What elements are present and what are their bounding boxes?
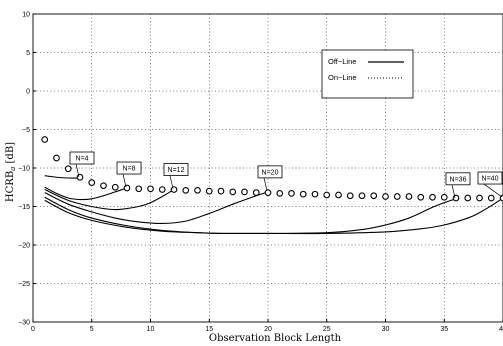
online-marker — [323, 191, 331, 199]
online-marker — [123, 184, 131, 192]
x-tick-label: 15 — [205, 326, 213, 333]
y-axis-label: HCRBa [dB] — [5, 142, 17, 202]
online-marker — [299, 190, 307, 198]
annotation-pointer — [451, 184, 456, 198]
online-marker — [205, 187, 213, 195]
y-tick-label: 5 — [26, 50, 30, 57]
online-marker — [440, 193, 448, 201]
online-marker — [487, 194, 495, 202]
online-marker — [241, 188, 248, 196]
annotation-label-n-12: N=12 — [168, 167, 185, 174]
y-tick-label: 0 — [26, 89, 30, 96]
legend-label-offline: Off−Line — [328, 57, 356, 66]
online-marker — [452, 194, 460, 202]
legend-label-online: On−Line — [328, 73, 357, 82]
annotation-label-n-36: N=36 — [450, 176, 467, 183]
online-marker — [76, 173, 84, 181]
annotation-box — [257, 165, 283, 179]
online-marker — [217, 187, 225, 195]
y-tick-label: −20 — [18, 243, 30, 250]
online-marker — [53, 154, 60, 162]
plot-series — [41, 136, 503, 235]
y-tick-label: −15 — [18, 204, 30, 211]
annotation-pointer — [75, 163, 80, 178]
x-tick-label: 20 — [264, 326, 272, 333]
online-marker — [276, 190, 284, 197]
online-marker — [64, 165, 72, 173]
y-tick-label: −25 — [18, 281, 30, 288]
offline-curve — [44, 189, 175, 211]
annotation-box — [116, 161, 142, 175]
online-marker — [100, 182, 107, 190]
annotation-box — [163, 163, 189, 176]
x-tick-label: 25 — [323, 326, 331, 333]
online-marker — [88, 179, 96, 186]
online-marker — [264, 189, 272, 196]
online-marker — [135, 185, 143, 193]
online-marker — [111, 183, 119, 191]
x-tick-label: 5 — [90, 326, 94, 333]
annotation-label-n-40: N=40 — [482, 176, 499, 183]
annotation-box — [477, 171, 503, 185]
online-marker — [182, 186, 190, 194]
online-marker — [229, 188, 237, 196]
offline-curve — [44, 186, 128, 201]
annotation-label-n-4: N=4 — [75, 156, 88, 163]
legend-box — [321, 49, 414, 99]
annotation-pointer — [483, 183, 503, 198]
y-tick-label: −10 — [18, 166, 30, 173]
annotations: N=4 N=8 N=12 N=20 N=36 N=40 — [69, 151, 503, 198]
online-marker — [464, 194, 472, 202]
x-tick-label: 40 — [499, 326, 503, 333]
x-tick-label: 30 — [382, 326, 390, 333]
online-marker — [147, 185, 154, 193]
y-axis-label-subscript: a — [9, 167, 17, 171]
online-marker — [382, 193, 389, 200]
offline-curve — [44, 197, 503, 235]
online-marker — [393, 193, 401, 200]
online-marker — [170, 186, 178, 193]
annotation-pointer — [122, 173, 127, 188]
legend: Off−Line On−Line — [321, 49, 414, 99]
online-marker — [476, 194, 483, 202]
online-marker — [429, 193, 436, 201]
offline-curve — [44, 175, 81, 179]
y-axis-label-unit: [dB] — [5, 142, 16, 167]
online-marker — [252, 189, 260, 196]
x-tick-label: 10 — [147, 326, 155, 333]
online-marker — [41, 136, 49, 143]
x-axis-label: Observation Block Length — [209, 333, 342, 344]
online-marker — [370, 192, 378, 200]
annotation-label-n-8: N=8 — [122, 166, 135, 173]
online-marker — [405, 193, 413, 200]
online-marker — [158, 186, 166, 193]
axes: 0 5 10 15 20 25 30 35 40 10 5 0 −5 −10 −15 −20 −25 −30 — [18, 12, 503, 333]
y-tick-label: −5 — [22, 127, 30, 134]
offline-curve — [44, 191, 269, 224]
online-marker — [335, 191, 342, 199]
annotation-box — [445, 172, 471, 186]
annotation-pointer — [169, 175, 174, 189]
online-marker — [194, 186, 201, 194]
y-axis-label-main: HCRB — [5, 171, 16, 202]
online-marker — [358, 192, 366, 200]
annotation-pointer — [263, 177, 268, 191]
online-marker — [288, 190, 295, 197]
online-marker — [346, 192, 354, 200]
y-tick-label: −30 — [18, 320, 30, 327]
online-marker — [417, 193, 425, 201]
y-tick-label: 10 — [22, 12, 30, 19]
online-marker — [311, 190, 319, 198]
x-tick-label: 0 — [31, 326, 35, 333]
x-tick-label: 35 — [440, 326, 448, 333]
annotation-label-n-20: N=20 — [262, 169, 279, 176]
annotation-box — [69, 151, 95, 165]
